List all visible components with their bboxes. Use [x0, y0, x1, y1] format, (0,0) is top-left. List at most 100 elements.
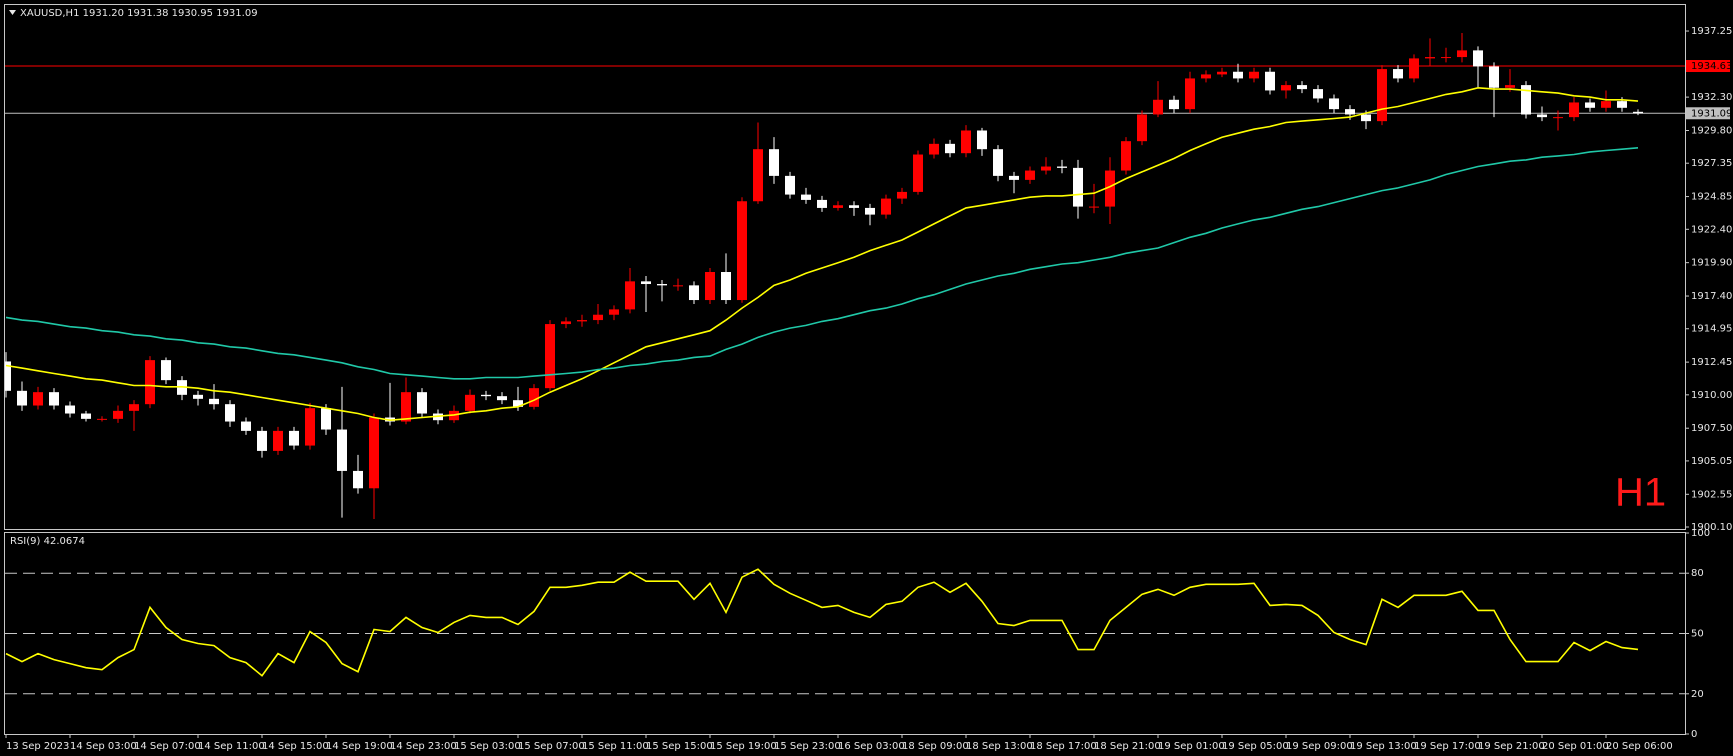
x-tick-label: 20 Sep 06:00 — [1606, 741, 1673, 752]
y-tick-label: 1907.50 — [1691, 423, 1732, 434]
x-tick-label: 16 Sep 03:00 — [838, 741, 905, 752]
candle-body — [1089, 206, 1099, 208]
x-tick-label: 14 Sep 15:00 — [262, 741, 329, 752]
candle-body — [609, 309, 619, 315]
x-tick-label: 15 Sep 11:00 — [582, 741, 649, 752]
candle-body — [145, 360, 155, 405]
x-tick-label: 18 Sep 21:00 — [1094, 741, 1161, 752]
candle-body — [1377, 69, 1387, 122]
candle-body — [929, 143, 939, 155]
candle-body — [337, 429, 347, 471]
candle-body — [1409, 58, 1419, 79]
y-tick-label: 1932.30 — [1691, 92, 1732, 103]
y-tick-label: 1927.35 — [1691, 158, 1732, 169]
rsi-pane — [5, 568, 1685, 695]
x-tick-label: 18 Sep 13:00 — [966, 741, 1033, 752]
x-tick-label: 15 Sep 03:00 — [454, 741, 521, 752]
candle-body — [849, 205, 859, 208]
x-tick-label: 20 Sep 01:00 — [1542, 741, 1609, 752]
x-tick-label: 15 Sep 23:00 — [774, 741, 841, 752]
candle-body — [1601, 101, 1611, 108]
y-tick-label: 0 — [1691, 729, 1697, 740]
candle-body — [817, 199, 827, 208]
candle-body — [753, 149, 763, 202]
y-tick-label: 100 — [1691, 528, 1710, 539]
candle-body — [945, 143, 955, 154]
candle-body — [1137, 114, 1147, 142]
y-tick-label: 50 — [1691, 629, 1704, 640]
candle-body — [497, 396, 507, 401]
candle-body — [1265, 71, 1275, 91]
x-tick-label: 13 Sep 2023 — [6, 741, 69, 752]
candle-body — [1201, 74, 1211, 79]
candle-body — [193, 394, 203, 399]
candle-body — [1537, 114, 1547, 118]
candle-body — [961, 130, 971, 154]
candle-body — [545, 324, 555, 389]
price-line-label-box — [1686, 60, 1730, 73]
candle-body — [1441, 57, 1451, 59]
candle-body — [81, 413, 91, 419]
candle-body — [1633, 111, 1643, 114]
y-tick-label: 1924.85 — [1691, 192, 1732, 203]
candle-body — [1521, 85, 1531, 115]
candle-body — [769, 149, 779, 176]
x-tick-label: 14 Sep 11:00 — [198, 741, 265, 752]
indicator-line — [5, 568, 1639, 677]
candle-body — [1505, 85, 1515, 88]
x-tick-label: 19 Sep 01:00 — [1158, 741, 1225, 752]
candle-body — [529, 388, 539, 407]
y-tick-label: 1905.05 — [1691, 456, 1732, 467]
candle-body — [1105, 170, 1115, 207]
main-pane — [5, 33, 1685, 519]
main-pane-frame — [4, 4, 1686, 530]
y-tick-label: 1910.00 — [1691, 390, 1732, 401]
candle-body — [561, 321, 571, 325]
candle-body — [625, 281, 635, 310]
price-line-label: 1934.63 — [1691, 61, 1732, 72]
candle-body — [1425, 57, 1435, 59]
candle-body — [33, 392, 43, 406]
candle-body — [993, 149, 1003, 176]
candle-body — [353, 470, 363, 489]
candle-body — [1233, 71, 1243, 79]
candle-body — [689, 285, 699, 301]
candle-body — [241, 421, 251, 431]
x-tick-label: 19 Sep 13:00 — [1350, 741, 1417, 752]
candle-body — [913, 154, 923, 192]
x-tick-label: 19 Sep 09:00 — [1286, 741, 1353, 752]
x-tick-label: 19 Sep 21:00 — [1478, 741, 1545, 752]
y-tick-label: 1937.25 — [1691, 26, 1732, 37]
candle-body — [321, 408, 331, 430]
candle-body — [209, 398, 219, 405]
candle-body — [1185, 78, 1195, 110]
candle-body — [833, 205, 843, 208]
x-tick-label: 14 Sep 19:00 — [326, 741, 393, 752]
x-tick-label: 19 Sep 05:00 — [1222, 741, 1289, 752]
candle-body — [1489, 66, 1499, 88]
menu-arrow[interactable] — [9, 10, 16, 15]
candle-body — [97, 418, 107, 420]
y-tick-label: 1912.45 — [1691, 357, 1732, 368]
candle-body — [1393, 69, 1403, 79]
candle-body — [657, 284, 667, 286]
y-tick-label: 1922.40 — [1691, 224, 1732, 235]
candle-body — [225, 404, 235, 422]
candle-body — [1281, 85, 1291, 91]
x-tick-label: 18 Sep 09:00 — [902, 741, 969, 752]
candle-body — [577, 320, 587, 322]
candle-body — [1553, 117, 1563, 119]
x-tick-label: 15 Sep 19:00 — [710, 741, 777, 752]
candle-body — [737, 201, 747, 301]
candle-body — [977, 130, 987, 150]
candle-body — [1457, 50, 1467, 58]
candle-body — [1329, 98, 1339, 110]
candle-body — [1585, 102, 1595, 108]
candle-body — [1025, 170, 1035, 180]
candle-body — [401, 392, 411, 422]
x-tick-label: 15 Sep 07:00 — [518, 741, 585, 752]
y-tick-label: 20 — [1691, 689, 1704, 700]
candle-body — [1153, 99, 1163, 115]
candle-body — [161, 360, 171, 381]
